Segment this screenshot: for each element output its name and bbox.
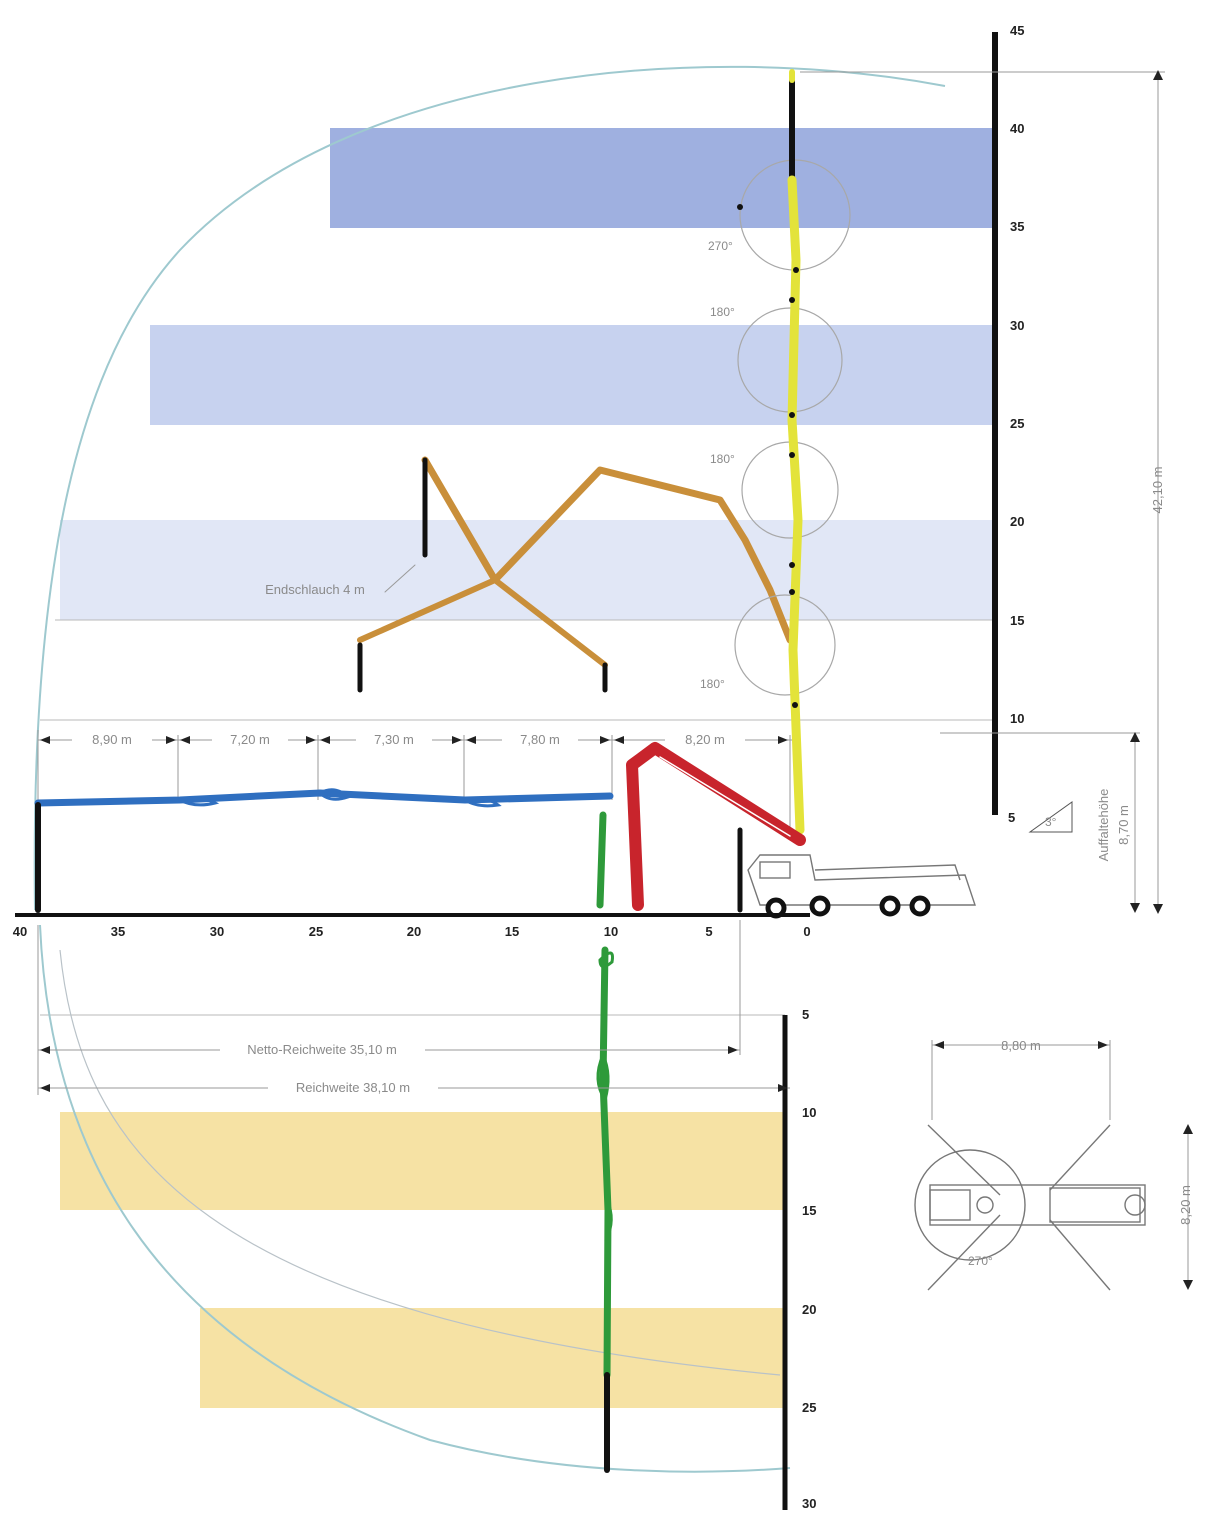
- reach-arc-inner: [59, 949, 781, 1376]
- boom-base-section: [626, 742, 806, 913]
- unfold-height-value: 8,70 m: [1116, 805, 1131, 845]
- boom-down-configuration: [596, 811, 614, 1473]
- total-height-label: 42,10 m: [1150, 467, 1165, 514]
- height-tick-45: 45: [1010, 23, 1024, 38]
- reach-tick-10: 10: [604, 924, 618, 939]
- angle-label-2: 180°: [710, 305, 735, 319]
- height-tick-35: 35: [1010, 219, 1024, 234]
- slope-label: 3°: [1045, 815, 1057, 829]
- segment-label-1: 8,90 m: [92, 732, 132, 747]
- outrigger-length-label: 8,20 m: [1178, 1185, 1193, 1225]
- height-tick-20: 20: [1010, 514, 1024, 529]
- reach-tick-20: 20: [407, 924, 421, 939]
- angle-label-1: 270°: [708, 239, 733, 253]
- depth-tick-20: 20: [802, 1302, 816, 1317]
- height-tick-25: 25: [1010, 416, 1024, 431]
- depth-bands: [40, 1014, 785, 1408]
- depth-tick-10: 10: [802, 1105, 816, 1120]
- band-depth-10-15: [60, 1112, 785, 1210]
- reach-tick-40: 40: [13, 924, 27, 939]
- depth-tick-25: 25: [802, 1400, 816, 1415]
- reach-tick-30: 30: [210, 924, 224, 939]
- reach-tick-35: 35: [111, 924, 125, 939]
- angle-label-4: 180°: [700, 677, 725, 691]
- segment-dimensions: 8,90 m 7,20 m 7,30 m 7,80 m 8,20 m: [37, 730, 792, 830]
- height-tick-40: 40: [1010, 121, 1024, 136]
- band-25-30: [150, 325, 995, 425]
- reach-tick-15: 15: [505, 924, 519, 939]
- outrigger-top-view: 8,80 m 8,20 m 270°: [914, 1038, 1193, 1291]
- angle-label-3: 180°: [710, 452, 735, 466]
- height-bands: [40, 128, 995, 721]
- outrigger-width-label: 8,80 m: [1001, 1038, 1041, 1053]
- depth-tick-30: 30: [802, 1496, 816, 1511]
- segment-label-2: 7,20 m: [230, 732, 270, 747]
- reach-tick-5: 5: [705, 924, 712, 939]
- height-tick-15: 15: [1010, 613, 1024, 628]
- boom-horizontal-configuration: [34, 788, 614, 913]
- reach-dimensions: Netto-Reichweite 35,10 m Reichweite 38,1…: [37, 920, 790, 1096]
- reach-arcs: [33, 65, 946, 1473]
- slope-indicator: 3°: [1028, 801, 1073, 833]
- reach-tick-25: 25: [309, 924, 323, 939]
- reach-axis: 40 35 30 25 20 15 10 5 0: [13, 913, 811, 939]
- height-tick-10: 10: [1010, 711, 1024, 726]
- segment-label-5: 8,20 m: [685, 732, 725, 747]
- boom-folded-configuration: Endschlauch 4 m: [265, 456, 794, 693]
- end-hose-label: Endschlauch 4 m: [265, 582, 365, 597]
- boom-vertical-configuration: [787, 69, 805, 835]
- height-tick-30: 30: [1010, 318, 1024, 333]
- reach-arc-lower: [39, 924, 791, 1473]
- truck: [747, 854, 976, 919]
- total-height-dimension: 42,10 m: [800, 70, 1165, 914]
- depth-axis: 5 10 15 20 25 30: [782, 1007, 816, 1511]
- height-axis: 45 40 35 30 25 20 15 10 5: [992, 23, 1024, 825]
- reach-label: Reichweite 38,10 m: [296, 1080, 410, 1095]
- height-tick-5: 5: [1008, 810, 1015, 825]
- segment-label-3: 7,30 m: [374, 732, 414, 747]
- reach-tick-0: 0: [803, 924, 810, 939]
- depth-tick-5: 5: [802, 1007, 809, 1022]
- band-35-40: [330, 128, 995, 228]
- unfold-height-dimension: Auffaltehöhe 8,70 m: [940, 732, 1140, 913]
- band-depth-20-25: [200, 1308, 785, 1408]
- unfold-height-label: Auffaltehöhe: [1096, 789, 1111, 862]
- reach-arc-upper: [33, 65, 946, 911]
- net-reach-label: Netto-Reichweite 35,10 m: [247, 1042, 397, 1057]
- depth-tick-15: 15: [802, 1203, 816, 1218]
- segment-label-4: 7,80 m: [520, 732, 560, 747]
- angle-label-5: 270°: [968, 1254, 993, 1268]
